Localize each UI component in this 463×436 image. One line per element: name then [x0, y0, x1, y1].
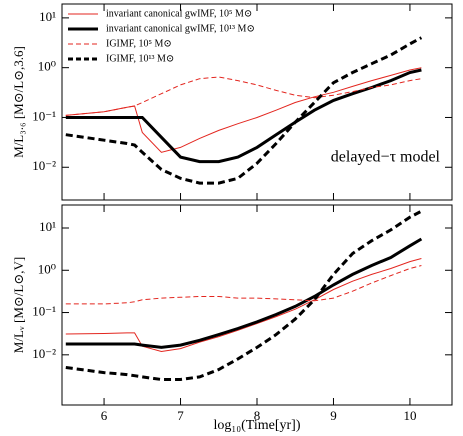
data-line [65, 209, 423, 381]
y-tick-label: 10⁻² [32, 346, 56, 361]
x-tick-label: 7 [177, 408, 184, 423]
y-tick-label: 10¹ [39, 219, 56, 234]
legend-label: IGIMF, 10⁵ M⊙ [106, 38, 172, 49]
data-line [65, 237, 423, 349]
data-line [65, 67, 422, 153]
legend-label: IGIMF, 10¹³ M⊙ [106, 53, 174, 64]
legend-label: invariant canonical gwIMF, 10¹³ M⊙ [106, 23, 255, 34]
legend-label: invariant canonical gwIMF, 10⁵ M⊙ [106, 8, 252, 19]
annotation: delayed−τ model [331, 149, 441, 166]
y-tick-label: 10⁰ [38, 59, 56, 74]
x-tick-label: 9 [330, 408, 337, 423]
x-tick-label: 10 [403, 408, 416, 423]
y-tick-label: 10¹ [39, 9, 56, 24]
x-tick-label: 6 [101, 408, 108, 423]
x-axis-label: log₁₀(Time[yr]) [213, 418, 300, 433]
y-axis-label: M/Lᵥ [M⊙/L⊙,V] [11, 257, 26, 353]
y-tick-label: 10⁰ [38, 261, 56, 276]
data-line [65, 36, 423, 185]
y-axis-label: M/L₃.₆ [M⊙/L⊙,3.6] [11, 46, 26, 158]
y-tick-label: 10⁻² [32, 158, 56, 173]
data-line [65, 265, 422, 305]
y-tick-label: 10⁻¹ [32, 304, 56, 319]
x-tick-label: 8 [254, 408, 261, 423]
data-line [65, 258, 422, 353]
data-line [65, 76, 422, 116]
y-tick-label: 10⁻¹ [32, 108, 56, 123]
